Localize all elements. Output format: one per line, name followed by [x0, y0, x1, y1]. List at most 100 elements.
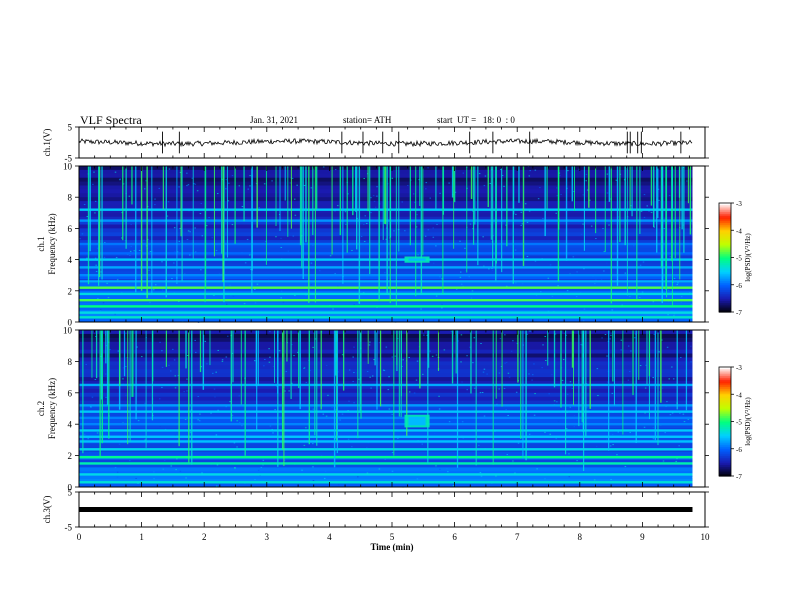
noise-speckle: [617, 431, 620, 433]
sferic-line: [131, 166, 133, 205]
sferic-line: [379, 330, 382, 407]
sferic-line: [442, 166, 444, 295]
noise-speckle: [278, 350, 281, 352]
noise-speckle: [633, 245, 635, 247]
noise-speckle: [629, 205, 632, 207]
noise-speckle: [363, 178, 365, 180]
noise-speckle: [603, 251, 606, 253]
noise-speckle: [658, 351, 660, 353]
noise-speckle: [241, 205, 244, 207]
colorbar-segment: [719, 241, 731, 244]
noise-speckle: [199, 413, 201, 415]
colorbar-segment: [719, 297, 731, 300]
colorbar-segment: [719, 470, 731, 473]
noise-speckle: [244, 483, 246, 485]
noise-speckle: [580, 233, 583, 235]
noise-speckle: [461, 381, 463, 383]
ch3-flat-trace: [79, 507, 693, 512]
noise-speckle: [263, 183, 266, 185]
noise-speckle: [435, 245, 437, 247]
noise-speckle: [214, 396, 216, 398]
sferic-line: [125, 166, 127, 249]
noise-speckle: [268, 348, 270, 350]
noise-speckle: [294, 214, 297, 216]
noise-speckle: [526, 255, 529, 257]
noise-speckle: [104, 373, 107, 375]
colorbar-segment: [719, 368, 731, 372]
noise-speckle: [329, 255, 332, 257]
noise-speckle: [391, 413, 393, 415]
sferic-line: [209, 330, 211, 366]
noise-speckle: [186, 185, 188, 187]
noise-speckle: [100, 308, 102, 310]
noise-speckle: [590, 225, 593, 227]
noise-speckle: [280, 246, 283, 248]
noise-row: [79, 365, 693, 370]
noise-speckle: [357, 378, 360, 380]
noise-speckle: [586, 407, 588, 409]
noise-speckle: [678, 445, 680, 447]
noise-speckle: [341, 413, 344, 415]
noise-speckle: [303, 241, 305, 243]
noise-speckle: [187, 184, 190, 186]
sferic-line: [608, 166, 611, 202]
noise-speckle: [478, 444, 480, 446]
colorbar-segment: [719, 421, 731, 424]
sferic-line: [232, 330, 234, 383]
sferic-line: [355, 166, 358, 250]
noise-speckle: [166, 215, 169, 217]
noise-speckle: [83, 204, 86, 206]
noise-speckle: [459, 276, 462, 278]
colorbar-segment: [719, 277, 731, 280]
noise-speckle: [508, 376, 511, 378]
noise-speckle: [118, 443, 121, 445]
noise-speckle: [148, 269, 150, 271]
colorbar-segment: [719, 401, 731, 404]
noise-speckle: [105, 396, 107, 398]
sferic-line: [346, 166, 348, 253]
noise-speckle: [551, 295, 554, 297]
noise-speckle: [194, 251, 197, 253]
noise-speckle: [596, 368, 599, 370]
noise-speckle: [609, 445, 612, 447]
colorbar-segment: [719, 385, 731, 388]
colorbar-segment: [719, 377, 731, 381]
sferic-line: [674, 166, 676, 259]
noise-speckle: [129, 250, 132, 252]
noise-speckle: [186, 239, 189, 241]
noise-speckle: [377, 403, 379, 405]
noise-speckle: [353, 346, 355, 348]
sferic-line: [492, 330, 494, 465]
noise-speckle: [173, 227, 176, 229]
frequency-band: [79, 298, 693, 302]
colorbar-segment: [719, 390, 731, 394]
sferic-line: [382, 166, 384, 240]
sferic-line: [222, 166, 224, 282]
noise-row: [79, 381, 693, 386]
noise-speckle: [246, 239, 249, 241]
sferic-line: [610, 166, 612, 304]
sferic-line: [360, 330, 362, 419]
noise-speckle: [559, 175, 561, 177]
noise-speckle: [652, 377, 654, 379]
noise-speckle: [208, 216, 210, 218]
sferic-line: [422, 166, 424, 256]
sferic-line: [565, 166, 568, 261]
colorbar-segment: [719, 388, 731, 392]
noise-speckle: [622, 246, 624, 248]
sferic-line: [333, 330, 336, 468]
sferic-line: [308, 330, 311, 445]
noise-speckle: [249, 185, 251, 187]
noise-speckle: [429, 350, 431, 352]
sferic-line: [162, 166, 164, 210]
noise-speckle: [288, 390, 290, 392]
noise-row: [79, 286, 693, 292]
noise-speckle: [606, 173, 609, 175]
sferic-line: [367, 330, 369, 364]
noise-speckle: [418, 179, 420, 181]
noise-speckle: [325, 364, 328, 366]
noise-row: [79, 333, 693, 339]
noise-speckle: [639, 365, 642, 367]
noise-speckle: [149, 301, 151, 303]
sferic-line: [129, 330, 131, 443]
